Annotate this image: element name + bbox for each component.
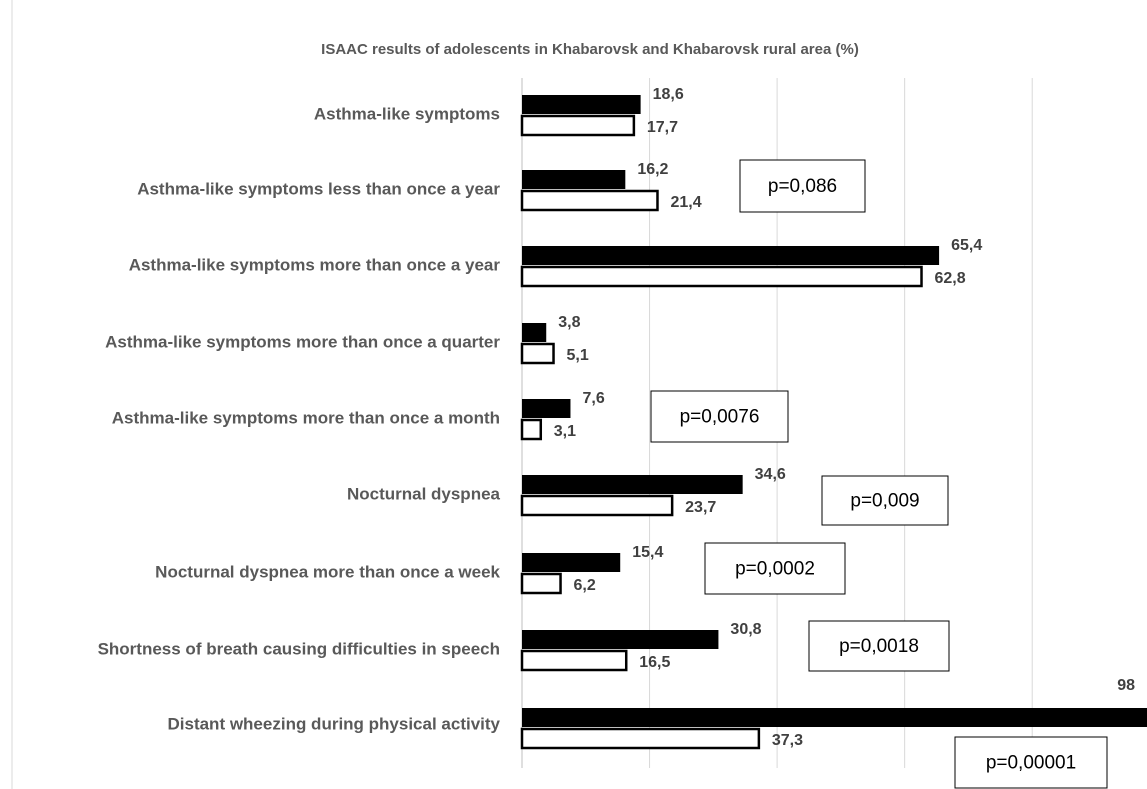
value-label: 21,4 (670, 194, 701, 211)
bar (520, 189, 659, 212)
annotation-box (808, 620, 950, 672)
chart-title: ISAAC results of adolescents in Khabarov… (321, 41, 859, 58)
value-label: 5,1 (567, 347, 589, 364)
value-label: 34,6 (755, 466, 786, 483)
bar (520, 265, 923, 288)
value-label: 7,6 (582, 390, 604, 407)
bar (522, 323, 547, 342)
bar (520, 494, 674, 517)
category-label: Asthma-like symptoms more than once a ye… (129, 255, 501, 274)
category-label: Shortness of breath causing difficulties… (98, 639, 500, 658)
category-label: Nocturnal dyspnea (347, 484, 501, 503)
annotation: p=0,009 (850, 491, 919, 512)
category-label: Asthma-like symptoms (314, 104, 500, 123)
bar (522, 475, 743, 494)
value-label: 98 (1117, 677, 1135, 694)
value-label: 62,8 (935, 270, 966, 287)
bar (522, 630, 719, 649)
bar (520, 342, 555, 365)
annotation-box (650, 390, 789, 443)
value-label: 16,2 (637, 161, 668, 178)
value-label: 15,4 (632, 544, 663, 561)
annotation: p=0,0018 (839, 636, 919, 657)
bar (522, 246, 940, 265)
value-label: 30,8 (730, 621, 761, 638)
value-label: 6,2 (574, 577, 596, 594)
bar (520, 727, 761, 750)
bar (522, 95, 641, 114)
bar (522, 708, 1147, 727)
bar (522, 399, 571, 418)
value-label: 16,5 (639, 654, 670, 671)
value-label: 18,6 (653, 86, 684, 103)
value-label: 23,7 (685, 499, 716, 516)
category-label: Nocturnal dyspnea more than once a week (155, 562, 500, 581)
bar (520, 572, 562, 595)
annotation: p=0,0076 (680, 407, 760, 428)
value-label: 17,7 (647, 119, 678, 136)
value-label: 65,4 (951, 237, 982, 254)
annotation: p=0,00001 (986, 753, 1076, 774)
category-label: Distant wheezing during physical activit… (167, 714, 500, 733)
annotation: p=0,0002 (735, 559, 815, 580)
category-label: Asthma-like symptoms more than once a qu… (105, 332, 500, 351)
category-label: Asthma-like symptoms less than once a ye… (137, 179, 500, 198)
bar (520, 114, 636, 137)
value-label: 3,1 (554, 423, 576, 440)
annotation-box (954, 736, 1108, 789)
category-label: Asthma-like symptoms more than once a mo… (112, 408, 500, 427)
bar (520, 649, 628, 672)
value-label: 37,3 (772, 732, 803, 749)
annotation-box (739, 159, 866, 213)
bar (520, 418, 543, 441)
bar (522, 170, 626, 189)
value-label: 3,8 (558, 314, 580, 331)
annotation-box (821, 475, 949, 526)
bar (522, 553, 621, 572)
annotation: p=0,086 (768, 176, 837, 197)
annotation-box (704, 542, 846, 595)
